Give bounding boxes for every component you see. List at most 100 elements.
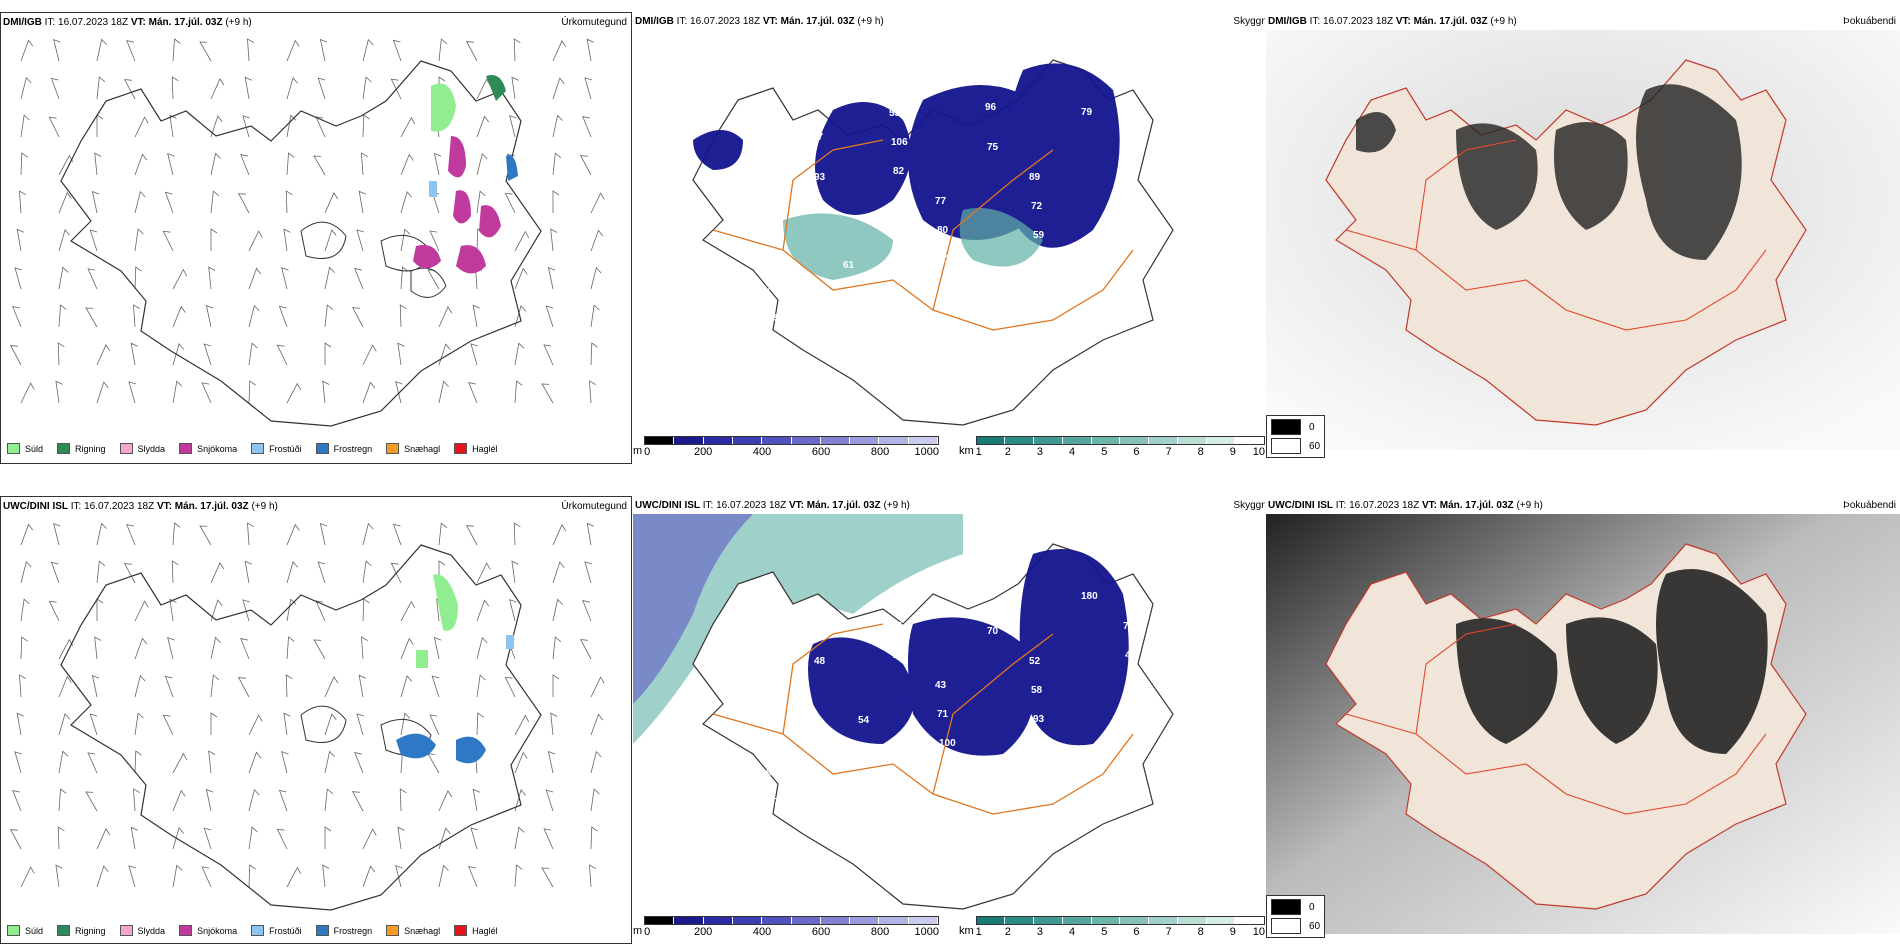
scale-swatch — [1034, 917, 1063, 924]
wind-barb — [317, 561, 326, 584]
wind-barb — [9, 829, 22, 850]
wind-barb — [208, 750, 216, 774]
precip-legend-item: Snjókoma — [179, 925, 237, 936]
scale-tick: 10 — [1252, 926, 1265, 938]
wind-barb — [438, 827, 451, 850]
wind-barb — [472, 788, 480, 812]
ceiling-label: 97 — [768, 797, 780, 808]
ceiling-label: 70 — [987, 626, 999, 637]
panel-header: DMI/IGB IT: 16.07.2023 18Z VT: Mán. 17.j… — [635, 16, 884, 27]
wind-barb — [53, 523, 61, 546]
wind-barb — [210, 599, 223, 622]
scale-swatch — [733, 917, 763, 924]
wind-barb — [550, 228, 558, 252]
wind-barb — [354, 268, 364, 290]
wind-barb — [356, 713, 364, 736]
wind-barb — [552, 40, 567, 62]
ceiling-label: 47 — [1125, 650, 1137, 661]
scale-tick: 3 — [1036, 446, 1044, 458]
wind-barb — [12, 790, 22, 812]
iceland-ceiling-map: 67 79 75 82 52 96 59 71 69 15 86 96 106 93 56 72 80 61 75 6… — [692, 59, 1174, 426]
legend-label: Frostúði — [269, 925, 302, 936]
precip-legend: Súld Rigning Slydda Snjókoma Frostúði Frostre… — [7, 925, 512, 936]
fog-legend: 0 60 — [1266, 895, 1326, 938]
wind-barb — [248, 751, 262, 774]
scale-tick: 1000 — [914, 926, 939, 938]
wind-barb — [324, 342, 332, 365]
wind-barb — [58, 750, 69, 774]
fog-panel-row2: UWC/DINI ISL IT: 16.07.2023 18Z VT: Mán.… — [1266, 496, 1900, 944]
ceiling-label: 80 — [937, 225, 949, 236]
wind-barb — [123, 79, 136, 100]
wind-barb — [476, 115, 490, 138]
wind-barb — [96, 76, 106, 100]
legend-swatch — [454, 443, 468, 454]
wind-barb — [248, 788, 260, 812]
wind-barb — [429, 230, 440, 252]
ceiling-fields — [808, 549, 1129, 756]
scale-swatch — [850, 437, 880, 444]
ceiling-label: 42 — [1077, 773, 1089, 784]
wind-barb — [91, 674, 100, 698]
ceiling-label: 100 — [939, 738, 956, 749]
precip-legend-item: Súld — [7, 443, 43, 454]
wind-barb — [237, 193, 250, 214]
precip-legend-item: Rigning — [57, 925, 106, 936]
panel-title: Úrkomutegund — [561, 17, 627, 28]
scale-tick: 4 — [1069, 926, 1076, 938]
wind-barb — [354, 752, 364, 774]
wind-barb — [19, 190, 26, 214]
wind-barb — [134, 750, 142, 774]
wind-barb — [324, 192, 339, 214]
wind-barb — [552, 152, 562, 176]
ceiling-label: 43 — [935, 680, 947, 691]
wind-barb — [58, 304, 67, 328]
wind-barb — [50, 561, 60, 584]
legend-label: Snæhagl — [404, 443, 441, 454]
wind-barb — [286, 114, 297, 138]
ceiling-labels: 67 79 75 82 52 96 59 71 69 15 86 96 106 93 56 72 80 61 75 6… — [753, 102, 1139, 329]
wind-barb — [362, 344, 377, 366]
scale-tick: 3 — [1036, 926, 1044, 938]
wind-barb — [395, 381, 403, 404]
wind-barb — [545, 789, 554, 812]
wind-barb — [465, 525, 478, 546]
scale-swatch — [1120, 437, 1150, 444]
ceiling-label: 125 — [764, 739, 781, 750]
legend-swatch — [119, 443, 133, 454]
wind-barb — [283, 712, 291, 736]
scale-swatch — [1149, 917, 1178, 924]
wind-barb — [134, 637, 148, 660]
ceiling-label: 58 — [1031, 685, 1043, 696]
wind-barb — [96, 865, 109, 888]
panel-header: DMI/IGB IT: 16.07.2023 18Z VT: Mán. 17.j… — [3, 17, 252, 28]
ceiling-label: 56 — [1125, 166, 1137, 177]
wind-barb — [242, 115, 250, 138]
scale-tick: 5 — [1101, 926, 1108, 938]
ceiling-label: 69 — [845, 289, 857, 300]
wind-barb — [504, 192, 516, 214]
scale-unit: km — [959, 445, 974, 457]
wind-barb — [244, 560, 252, 584]
legend-swatch — [7, 925, 20, 936]
wind-barb — [20, 152, 28, 176]
legend-label: Frostregn — [333, 443, 373, 454]
wind-barb — [203, 827, 212, 850]
wind-barb — [514, 380, 523, 404]
wind-barb — [514, 342, 525, 366]
wind-barb — [590, 342, 598, 366]
panel-header: UWC/DINI ISL IT: 16.07.2023 18Z VT: Mán.… — [635, 500, 910, 511]
wind-barb — [201, 866, 212, 888]
wind-barb — [589, 864, 596, 888]
wind-barb — [438, 522, 448, 546]
wind-barb — [248, 267, 262, 290]
wind-barb — [286, 382, 302, 404]
wind-barb — [133, 788, 140, 812]
wind-barb — [87, 268, 98, 290]
precip-patches — [413, 75, 518, 274]
wind-barb — [590, 192, 605, 214]
wind-barb — [552, 77, 565, 100]
fog-panel-row1: DMI/IGB IT: 16.07.2023 18Z VT: Mán. 17.j… — [1266, 12, 1900, 464]
scale-tick: 1 — [975, 926, 982, 938]
wind-barb — [324, 826, 332, 849]
